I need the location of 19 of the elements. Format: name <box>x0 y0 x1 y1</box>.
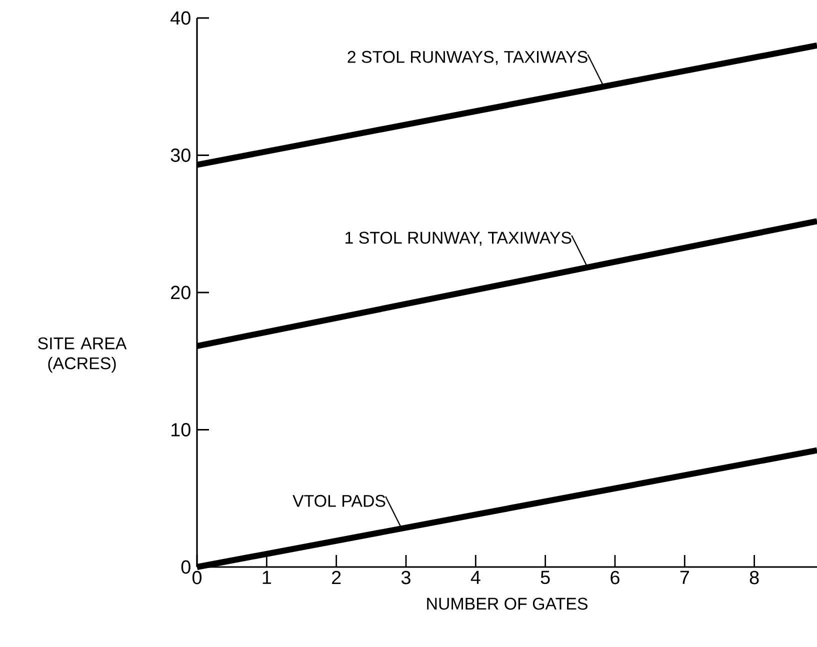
y-axis-title: SITE AREA (ACRES) <box>38 337 127 373</box>
x-tick-label: 3 <box>401 570 410 584</box>
legend-label: VTOL PADS <box>292 494 386 507</box>
x-tick-label: 2 <box>332 570 341 584</box>
x-tick-label: 7 <box>680 570 689 584</box>
series-label: 2 STOL RUNWAYS, TAXIWAYS <box>348 50 588 65</box>
y-tick-label: 30 <box>170 148 190 162</box>
x-tick-label: 5 <box>540 570 550 584</box>
x-tick-label: 4 <box>470 570 480 584</box>
x-tick-label: 6 <box>610 570 620 584</box>
x-tick-label: 8 <box>750 570 759 584</box>
x-tick-label: 1 <box>262 570 271 584</box>
series-label: 1 STOL RUNWAY, TAXIWAYS <box>346 232 572 246</box>
x-axis-title: NUMBER OF GATES <box>427 598 588 610</box>
x-tick-label: 0 <box>192 570 202 584</box>
y-tick-label: 10 <box>172 423 190 436</box>
y-tick-label: 40 <box>170 11 190 25</box>
y-tick-label: 20 <box>171 286 190 300</box>
y-tick-label: 0 <box>181 560 190 574</box>
